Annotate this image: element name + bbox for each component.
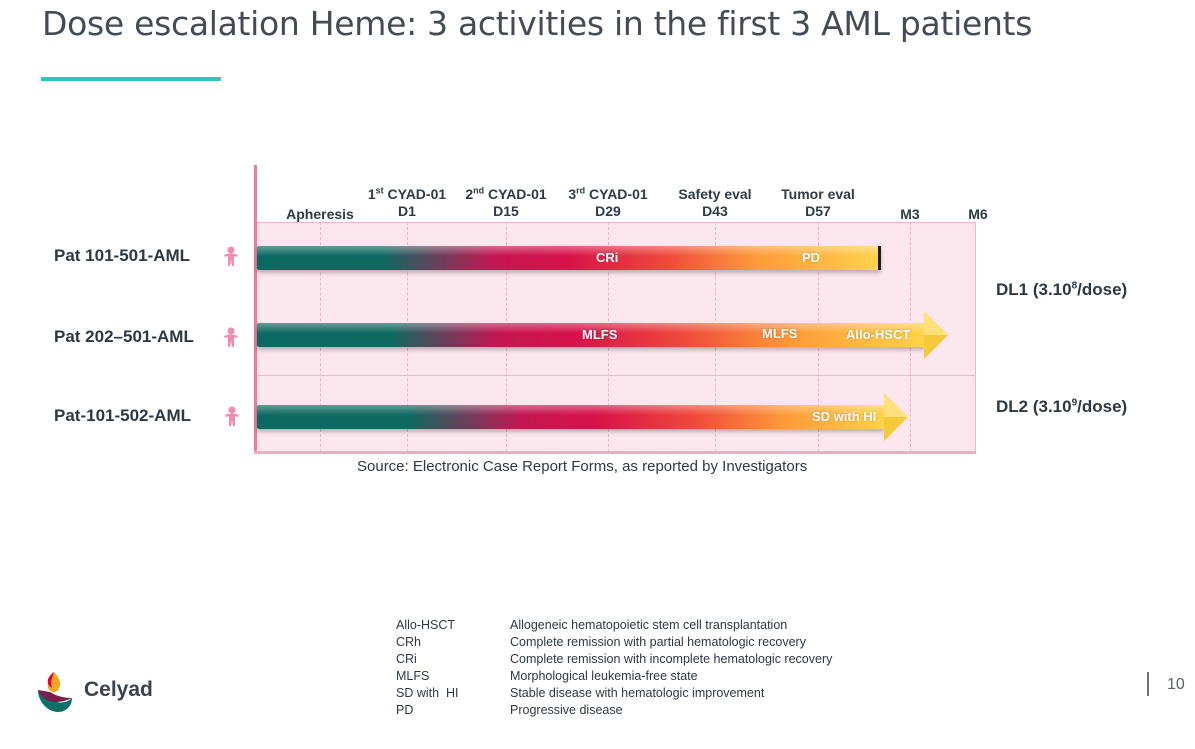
milestone-m3: M3 bbox=[900, 206, 919, 223]
milestone-cyad-2: 2nd CYAD-01 D15 bbox=[465, 186, 546, 220]
abbreviation-definition: Complete remission with partial hematolo… bbox=[510, 635, 806, 649]
patient-timeline-bar bbox=[257, 323, 925, 347]
milestone-day: M6 bbox=[968, 206, 988, 222]
milestone-event: 2nd CYAD-01 bbox=[465, 185, 547, 202]
abbreviation-row: CRi Complete remission with incomplete he… bbox=[396, 651, 832, 668]
milestone-day: Apheresis bbox=[286, 206, 354, 222]
patient-timeline-bar bbox=[257, 405, 885, 429]
source-note: Source: Electronic Case Report Forms, as… bbox=[357, 458, 808, 475]
milestone-cyad-3: 3rd CYAD-01 D29 bbox=[568, 186, 647, 220]
timeline-baseline bbox=[254, 451, 976, 454]
abbreviation-row: MLFS Morphological leukemia-free state bbox=[396, 668, 832, 685]
bar-shine bbox=[257, 405, 885, 415]
abbreviation-row: PD Progressive disease bbox=[396, 702, 832, 719]
logo-wordmark: Celyad bbox=[84, 678, 153, 701]
slide-title: Dose escalation Heme: 3 activities in th… bbox=[42, 4, 1033, 43]
milestone-m6: M6 bbox=[968, 206, 987, 223]
milestone-apheresis: Apheresis bbox=[286, 206, 354, 223]
page-number-separator bbox=[1147, 672, 1149, 696]
milestone-day: D29 bbox=[595, 203, 621, 219]
patient-label: Pat 202–501-AML bbox=[54, 327, 194, 346]
page-number: 10 bbox=[1167, 676, 1185, 693]
milestone-day: D15 bbox=[493, 203, 519, 219]
abbreviation-term: CRh bbox=[396, 635, 422, 649]
patient-label: Pat-101-502-AML bbox=[54, 406, 191, 425]
person-icon bbox=[225, 406, 239, 426]
abbreviation-row: Allo-HSCT Allogeneic hematopoietic stem c… bbox=[396, 617, 832, 634]
timeline-vertical-axis bbox=[254, 165, 257, 453]
patient-timeline-bar bbox=[257, 246, 881, 270]
abbreviation-term: PD bbox=[396, 703, 414, 717]
response-label: SD with HI bbox=[812, 409, 877, 424]
response-label: Allo-HSCT bbox=[846, 327, 911, 342]
abbreviation-term: CRi bbox=[396, 652, 417, 666]
abbreviation-definition: Progressive disease bbox=[510, 703, 623, 717]
arrow-head bbox=[924, 311, 948, 359]
milestone-event: 3rd CYAD-01 bbox=[568, 185, 648, 202]
abbreviation-term: Allo-HSCT bbox=[396, 618, 456, 632]
dose-level-label: DL2 (3.109/dose) bbox=[996, 397, 1128, 416]
milestone-day: D57 bbox=[805, 203, 831, 219]
abbreviation-definition: Morphological leukemia-free state bbox=[510, 669, 698, 683]
milestone-event: Tumor eval bbox=[781, 186, 855, 202]
abbreviation-definition: Allogeneic hematopoietic stem cell trans… bbox=[510, 618, 788, 632]
person-icon bbox=[224, 246, 238, 266]
response-label: MLFS bbox=[582, 327, 618, 342]
patient-label: Pat 101-501-AML bbox=[54, 246, 191, 265]
abbreviation-row: CRh Complete remission with partial hemat… bbox=[396, 634, 832, 651]
title-accent-rule bbox=[41, 77, 221, 81]
dose-level-label: DL1 (3.108/dose) bbox=[996, 280, 1128, 299]
abbreviation-row: SD with HI Stable disease with hematologi… bbox=[396, 685, 832, 702]
milestone-day: M3 bbox=[900, 206, 920, 222]
abbreviation-definition: Stable disease with hematologic improvem… bbox=[510, 686, 765, 700]
abbreviation-term: SD with HI bbox=[396, 686, 459, 700]
milestone-safety-eval: Safety eval D43 bbox=[678, 186, 751, 220]
arrow-head bbox=[884, 393, 908, 441]
bar-shine bbox=[257, 323, 925, 333]
milestone-cyad-1: 1st CYAD-01 D1 bbox=[368, 186, 446, 220]
abbreviation-definition: Complete remission with incomplete hemat… bbox=[510, 652, 833, 666]
response-label: PD bbox=[802, 250, 821, 265]
person-icon bbox=[224, 327, 238, 347]
milestone-day: D1 bbox=[398, 203, 416, 219]
milestone-event: 1st CYAD-01 bbox=[367, 185, 447, 202]
milestone-day: D43 bbox=[702, 203, 728, 219]
bar-shine bbox=[257, 246, 881, 256]
milestone-tumor-eval: Tumor eval D57 bbox=[781, 186, 855, 220]
abbreviation-term: MLFS bbox=[396, 669, 430, 683]
response-label: MLFS bbox=[762, 326, 798, 341]
celyad-logo-icon bbox=[38, 672, 72, 712]
response-label: CRi bbox=[596, 250, 619, 265]
milestone-event: Safety eval bbox=[678, 186, 752, 202]
abbreviations-legend: Allo-HSCT Allogeneic hematopoietic stem c… bbox=[396, 617, 832, 719]
bar-stop-marker bbox=[878, 246, 881, 270]
